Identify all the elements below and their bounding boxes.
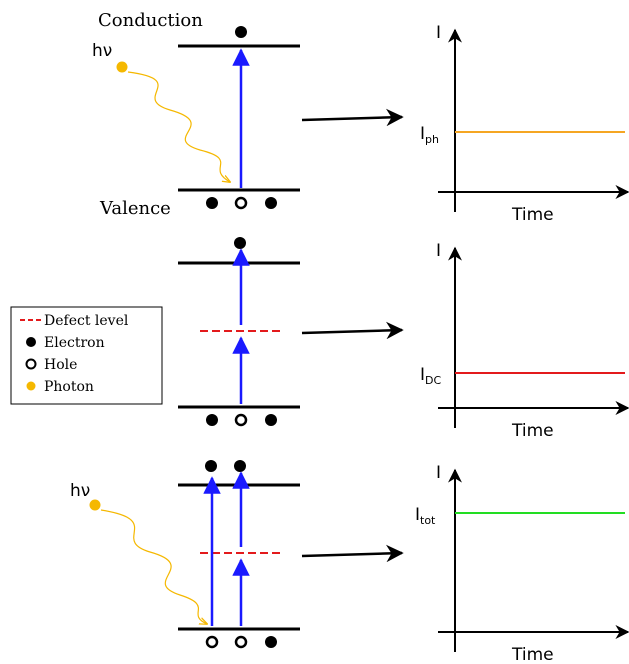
graph-3: I Time Itot bbox=[415, 463, 629, 664]
arrow-to-graph-top bbox=[301, 108, 404, 127]
electron-top-vb-left bbox=[206, 197, 218, 209]
photon-label-top: hν bbox=[92, 41, 112, 61]
legend-electron-swatch bbox=[26, 337, 36, 347]
electron-middle-vb-left bbox=[206, 414, 218, 426]
legend-electron-label: Electron bbox=[44, 335, 105, 351]
arrow-to-graph-middle bbox=[301, 321, 404, 340]
panel-photoexcitation: Conduction hν Valence bbox=[92, 10, 404, 219]
electron-bottom-cb-right bbox=[234, 460, 246, 472]
legend-box bbox=[10, 306, 163, 405]
hole-top-vb bbox=[234, 196, 248, 210]
electron-middle-cb bbox=[234, 237, 246, 249]
legend-defect-label: Defect level bbox=[44, 313, 129, 329]
current-level-label: Itot bbox=[415, 505, 436, 527]
photon-dot-top bbox=[116, 61, 128, 73]
x-axis-label: Time bbox=[511, 421, 554, 441]
photon-label-bottom: hν bbox=[70, 481, 90, 501]
conduction-label: Conduction bbox=[98, 10, 203, 31]
current-graphs: I Time Iph I Time IDC I Time Itot bbox=[415, 23, 629, 664]
legend-photon-swatch bbox=[26, 381, 36, 391]
x-axis-label: Time bbox=[511, 205, 554, 225]
electron-top-vb-right bbox=[265, 197, 277, 209]
photon-dot-bottom bbox=[89, 499, 101, 511]
photon-path-bottom bbox=[100, 509, 207, 624]
graph-2: I Time IDC bbox=[420, 241, 629, 441]
hole-bottom-vb-left bbox=[205, 635, 219, 649]
current-level-label: IDC bbox=[420, 365, 441, 387]
legend: Defect level Electron Hole Photon bbox=[10, 306, 163, 405]
legend-hole-swatch bbox=[25, 358, 37, 370]
electron-middle-vb-right bbox=[265, 414, 277, 426]
legend-hole-label: Hole bbox=[44, 357, 77, 373]
y-axis-label: I bbox=[436, 463, 441, 483]
y-axis-label: I bbox=[436, 23, 441, 43]
electron-bottom-cb-left bbox=[205, 460, 217, 472]
electron-bottom-vb bbox=[265, 636, 277, 648]
panel-dark-current bbox=[178, 237, 404, 427]
photon-path-top bbox=[127, 71, 230, 182]
panel-combined: hν bbox=[70, 460, 404, 649]
electron-top-cb bbox=[235, 26, 247, 38]
current-level-label: Iph bbox=[420, 124, 439, 146]
hole-middle-vb bbox=[234, 413, 248, 427]
y-axis-label: I bbox=[436, 241, 441, 261]
arrow-to-graph-bottom bbox=[301, 544, 404, 563]
legend-photon-label: Photon bbox=[44, 379, 94, 395]
hole-bottom-vb-right bbox=[234, 635, 248, 649]
graph-1: I Time Iph bbox=[420, 23, 629, 225]
x-axis-label: Time bbox=[511, 645, 554, 664]
valence-label: Valence bbox=[99, 198, 171, 219]
